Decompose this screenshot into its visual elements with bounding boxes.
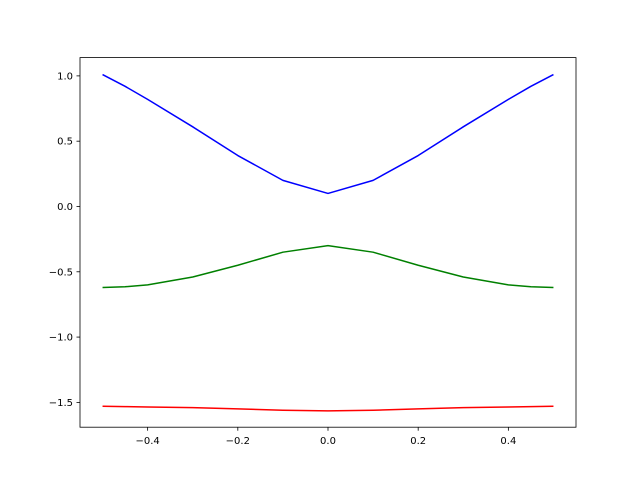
- x-tick-label: 0.4: [500, 436, 516, 447]
- x-tick-label: 0.2: [410, 436, 426, 447]
- y-tick-label: 1.0: [57, 71, 73, 82]
- line-series: [102, 244, 554, 289]
- y-tick-label: 0.5: [57, 137, 73, 148]
- y-tick-label: 0.0: [57, 202, 73, 213]
- y-tick-label: −1.5: [49, 398, 73, 409]
- x-tick-label: −0.2: [226, 436, 250, 447]
- y-tick-label: −0.5: [49, 267, 73, 278]
- x-tick-label: −0.4: [135, 436, 159, 447]
- plot-frame: [79, 57, 577, 428]
- line-series: [102, 405, 554, 412]
- y-tick-label: −1.0: [49, 333, 73, 344]
- line-series: [102, 73, 554, 195]
- x-tick-label: 0.0: [320, 436, 336, 447]
